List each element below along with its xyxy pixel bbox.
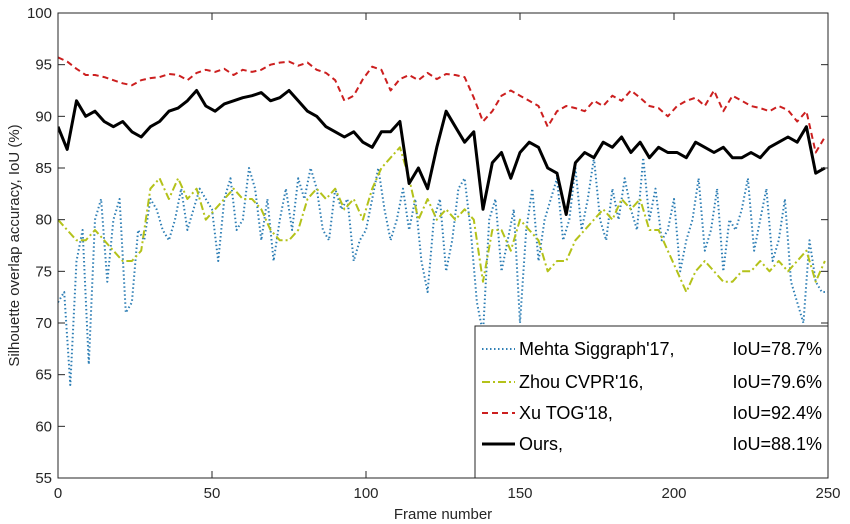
legend-iou-zhou: IoU=79.6% — [732, 372, 822, 392]
y-tick-label: 90 — [35, 108, 52, 125]
legend: Mehta Siggraph'17, IoU=78.7% Zhou CVPR'1… — [474, 325, 829, 479]
y-tick-label: 55 — [35, 470, 52, 487]
x-tick-label: 100 — [353, 485, 378, 502]
y-tick-label: 80 — [35, 212, 52, 229]
y-tick-label: 70 — [35, 315, 52, 332]
legend-iou-mehta: IoU=78.7% — [732, 339, 822, 359]
y-tick-label: 100 — [27, 5, 52, 22]
x-tick-label: 50 — [204, 485, 221, 502]
x-tick-label: 200 — [661, 485, 686, 502]
plot-frame — [57, 12, 829, 479]
x-tick-label: 150 — [507, 485, 532, 502]
legend-label-ours: Ours, — [519, 434, 563, 454]
series-layer — [58, 56, 828, 386]
y-tick-label: 95 — [35, 57, 52, 74]
y-tick-label: 85 — [35, 160, 52, 177]
y-tick-label: 65 — [35, 367, 52, 384]
x-tick-label: 0 — [54, 485, 62, 502]
legend-iou-ours: IoU=88.1% — [732, 434, 822, 454]
series-line-1 — [58, 146, 826, 293]
x-tick-label: 250 — [815, 485, 840, 502]
legend-label-xu: Xu TOG'18, — [519, 403, 613, 423]
legend-box — [474, 325, 829, 479]
legend-label-zhou: Zhou CVPR'16, — [519, 372, 644, 392]
series-line-2 — [58, 56, 826, 154]
series-line-3 — [58, 89, 826, 216]
legend-label-mehta: Mehta Siggraph'17, — [519, 339, 675, 359]
y-axis-label: Silhouette overlap accuracy, IoU (%) — [6, 124, 23, 366]
ticks-layer: 0 50 100 150 200 250 55 60 65 70 75 80 85 90 95 100 — [27, 5, 841, 502]
y-tick-label: 60 — [35, 418, 52, 435]
legend-iou-xu: IoU=92.4% — [732, 403, 822, 423]
y-tick-label: 75 — [35, 263, 52, 280]
x-axis-label: Frame number — [394, 506, 492, 523]
